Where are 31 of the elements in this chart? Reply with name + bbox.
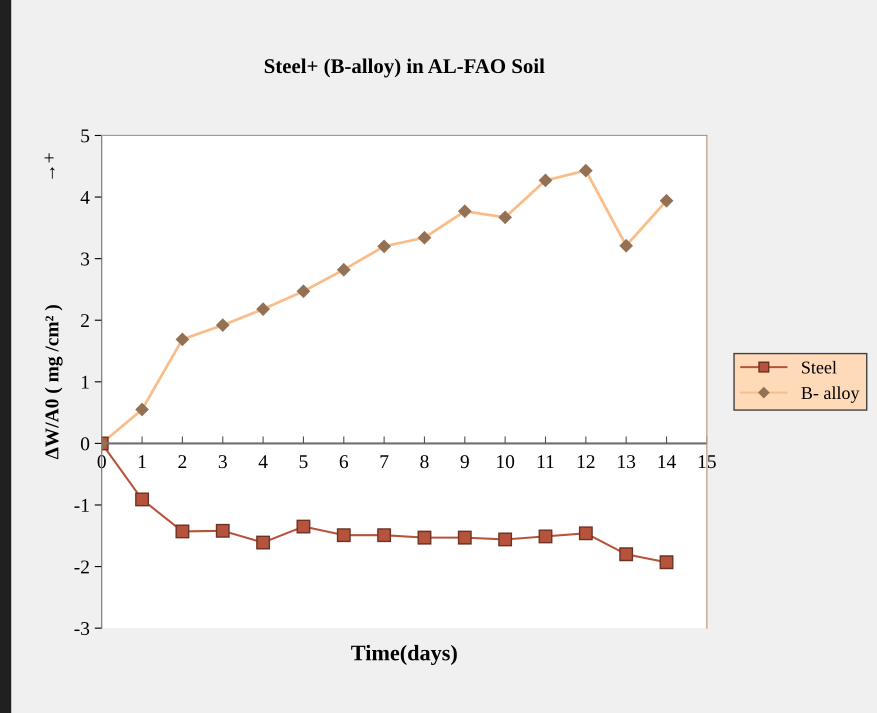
x-tick-label: 1 (138, 455, 146, 468)
y-tick-label: -2 (74, 560, 89, 574)
x-axis-title: Time(days) (351, 644, 457, 666)
y-tick-label: 2 (81, 314, 89, 327)
text: →+ (44, 153, 55, 179)
x-tick-label: 2 (178, 455, 186, 468)
y-tick-label: 0 (80, 437, 90, 450)
y-tick-label: -3 (74, 622, 90, 636)
legend-label: Steel (802, 360, 837, 374)
y-tick-label: 3 (81, 252, 90, 266)
y-tick-label: 5 (81, 129, 90, 142)
chart-title: Steel+ (B-alloy) in AL-FAO Soil (264, 58, 545, 78)
y-tick-label: 1 (82, 376, 89, 389)
x-tick-label: 12 (578, 455, 594, 468)
x-tick-label: 6 (340, 455, 348, 468)
x-tick-label: 11 (538, 455, 554, 468)
x-tick-label: 13 (618, 455, 636, 468)
y-tick-label: -1 (74, 498, 89, 512)
x-tick-label: 5 (300, 455, 308, 468)
x-tick-label: 4 (258, 455, 268, 468)
legend-label: B- alloy (801, 386, 860, 403)
x-tick-label: 15 (698, 455, 716, 468)
x-tick-label: 7 (380, 455, 388, 468)
x-tick-label: 9 (460, 455, 469, 468)
y-tick-label: 4 (80, 191, 90, 204)
y-axis-title: ΔW/A0 ( mg /cm² ) (44, 305, 63, 460)
x-tick-label: 0 (98, 455, 106, 468)
x-tick-label: 10 (497, 455, 514, 468)
x-tick-label: 8 (420, 455, 429, 468)
x-tick-label: 14 (658, 455, 676, 468)
x-tick-label: 3 (218, 455, 227, 468)
